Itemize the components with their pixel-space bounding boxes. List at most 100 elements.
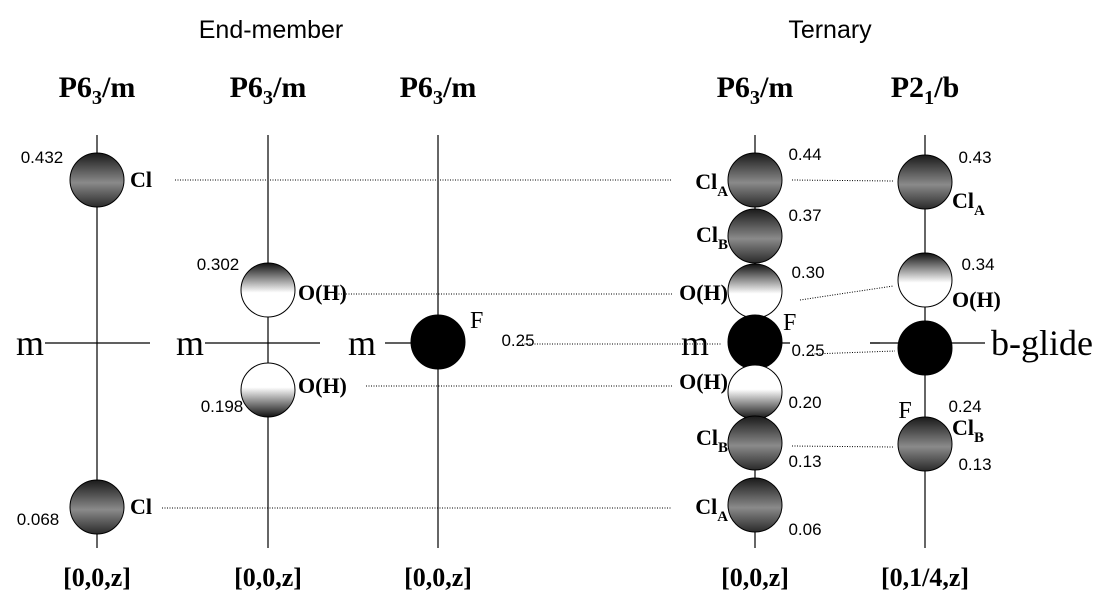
atom [70,480,124,534]
atom-label-sub: B [974,430,984,446]
column-title: P63/m [59,71,136,109]
atom-value: 0.068 [17,510,60,529]
atom-label-main: O(H) [679,369,728,394]
atom-label: O(H) [298,280,347,305]
atom-label-main: Cl [952,415,974,440]
atom-value: 0.44 [788,145,821,164]
atom-label-main: O(H) [298,280,347,305]
atom-label: Cl [130,494,152,519]
atom [411,315,465,369]
atom-value: 0.24 [948,397,981,416]
atom-label-main: O(H) [298,373,347,398]
column-title-sub: 1 [924,87,934,109]
atom-label-main: Cl [952,188,974,213]
atom-label-main: O(H) [952,287,1001,312]
column-title-tail: /m [101,71,135,104]
atom-label: O(H) [298,373,347,398]
atom [728,209,782,263]
mirror-label: b-glide [991,323,1093,363]
coordinate: [0,0,z] [404,563,472,592]
coordinate: [0,0,z] [63,563,131,592]
column-title: P63/m [230,71,307,109]
atom [70,153,124,207]
atom [728,416,782,470]
column-title-main: P6 [230,71,263,104]
atom-label-sub: A [717,184,728,200]
column-title-tail: /m [272,71,306,104]
atom-value: 0.25 [501,331,534,350]
column-title-tail: /m [442,71,476,104]
atom [728,153,782,207]
atom-value: 0.06 [788,520,821,539]
coordinate: [0,1/4,z] [881,563,969,592]
column-title: P63/m [717,71,794,109]
diagram: End-member Ternary P63/mmCl0.432Cl0.068[… [0,0,1112,594]
atom-label: ClA [952,188,985,219]
atom [728,478,782,532]
heading: End-member [199,16,344,44]
atom-label: O(H) [679,280,728,305]
atom [241,363,295,417]
atom-value: 0.25 [791,341,824,360]
atom-label: ClB [696,425,728,456]
mirror-label: m [348,323,376,363]
heading: Ternary [788,16,872,44]
coordinate: [0,0,z] [234,563,302,592]
atom-label-main: O(H) [679,280,728,305]
column-title-sub: 3 [750,87,760,109]
atom-label-main: Cl [130,167,152,192]
atom-label: O(H) [679,369,728,394]
atom-label-main: Cl [695,494,717,519]
atom [728,315,782,369]
atom-value: 0.198 [201,397,244,416]
column-title-sub: 3 [263,87,273,109]
atom-value: 0.30 [791,263,824,282]
column-title-main: P6 [717,71,750,104]
atom-label: O(H) [952,287,1001,312]
atom-label-main: F [898,398,911,424]
atom-label-main: Cl [695,169,717,194]
atom-label-main: Cl [696,425,718,450]
atom-label: ClA [695,494,728,525]
atom-value: 0.34 [961,255,994,274]
atom [898,155,952,209]
column-title-sub: 3 [92,87,102,109]
atom-value: 0.37 [788,206,821,225]
atom-value: 0.43 [958,148,991,167]
column-title-main: P6 [400,71,433,104]
atom-value: 0.432 [21,148,64,167]
atom-value: 0.302 [197,255,240,274]
atom-label-main: Cl [696,222,718,247]
atom-label-main: F [470,308,483,334]
atom-label: Cl [130,167,152,192]
atom [898,417,952,471]
atom-label: ClA [695,169,728,200]
mirror-label: m [16,323,44,363]
mirror-label: m [681,323,709,363]
atom-value: 0.13 [958,455,991,474]
atom-value: 0.13 [788,452,821,471]
column-title-tail: /m [759,71,793,104]
atom-value: 0.20 [788,393,821,412]
coordinate: [0,0,z] [721,563,789,592]
atom-label-main: F [783,310,796,336]
mirror-label: m [176,323,204,363]
atom-label-sub: A [974,203,985,219]
atom-label: F [898,398,911,424]
atom [241,263,295,317]
atom [728,264,782,318]
column-title: P63/m [400,71,477,109]
atom [728,365,782,419]
atom [898,321,952,375]
column-title-sub: 3 [433,87,443,109]
column-title-main: P2 [891,71,924,104]
column-title-main: P6 [59,71,92,104]
atom-label: F [783,310,796,336]
atom-label: F [470,308,483,334]
atom-label: ClB [952,415,984,446]
atom-label-sub: B [718,237,728,253]
atom-label-sub: A [717,509,728,525]
atom-label: ClB [696,222,728,253]
column-title-tail: /b [933,71,959,104]
column-title: P21/b [891,71,960,109]
